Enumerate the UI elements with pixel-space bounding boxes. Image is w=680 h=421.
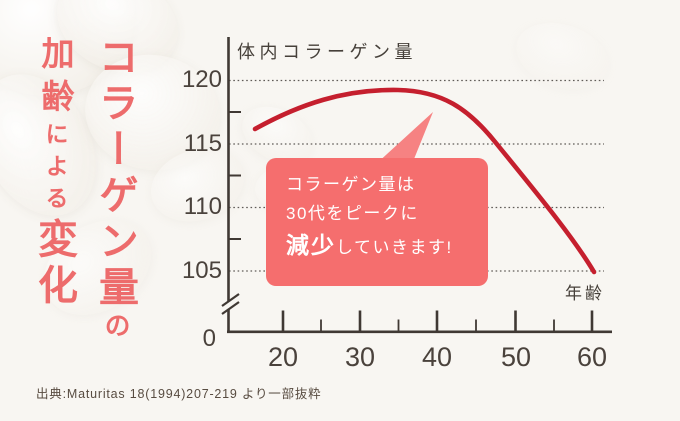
- callout-line-3-rest: していきます!: [336, 238, 453, 257]
- y-axis-break-icon: [219, 293, 242, 315]
- page-title-text-aging: 加齢: [36, 36, 72, 122]
- x-axis-label-60: 60: [576, 342, 608, 372]
- page-title-text-particle: の: [101, 312, 130, 344]
- page-title-vertical: コラーゲン量の 加齢による変化: [32, 36, 138, 388]
- collagen-curve-line: [252, 87, 597, 275]
- callout-emphasis-text: 減少: [286, 232, 336, 258]
- x-axis-label-40: 40: [421, 342, 453, 372]
- x-axis-minor-ticks: [320, 319, 555, 331]
- x-axis-title: 年齢: [565, 284, 605, 303]
- page-title-text-main: コラーゲン量: [93, 36, 138, 312]
- chart-title: 体内コラーゲン量: [237, 42, 417, 62]
- page-title-column-right: コラーゲン量の: [93, 36, 138, 388]
- y-axis-label-115: 115: [183, 130, 222, 157]
- y-axis-label-105: 105: [181, 257, 222, 284]
- x-axis-label-20: 20: [267, 342, 299, 372]
- page-title-text-by: による: [42, 122, 67, 218]
- page-title-column-left: 加齢による変化: [32, 36, 81, 388]
- annotation-callout: コラーゲン量は 30代をピークに 減少していきます!: [266, 158, 488, 286]
- y-axis-label-120: 120: [181, 66, 222, 93]
- source-citation: 出典:Maturitas 18(1994)207-219 より一部抜粋: [36, 387, 322, 401]
- callout-line-3: 減少していきます!: [286, 228, 488, 265]
- x-axis-major-ticks: [281, 310, 594, 331]
- callout-line-2: 30代をピークに: [286, 204, 419, 223]
- y-axis-label-0: 0: [202, 325, 216, 352]
- y-axis-minor-ticks: [228, 111, 241, 240]
- callout-line-1: コラーゲン量は: [286, 175, 416, 194]
- y-axis-label-110: 110: [183, 193, 222, 220]
- page-title-text-change: 変化: [32, 218, 77, 310]
- x-axis-label-50: 50: [500, 342, 532, 372]
- callout-tail: [376, 112, 433, 164]
- x-axis-label-30: 30: [344, 342, 376, 372]
